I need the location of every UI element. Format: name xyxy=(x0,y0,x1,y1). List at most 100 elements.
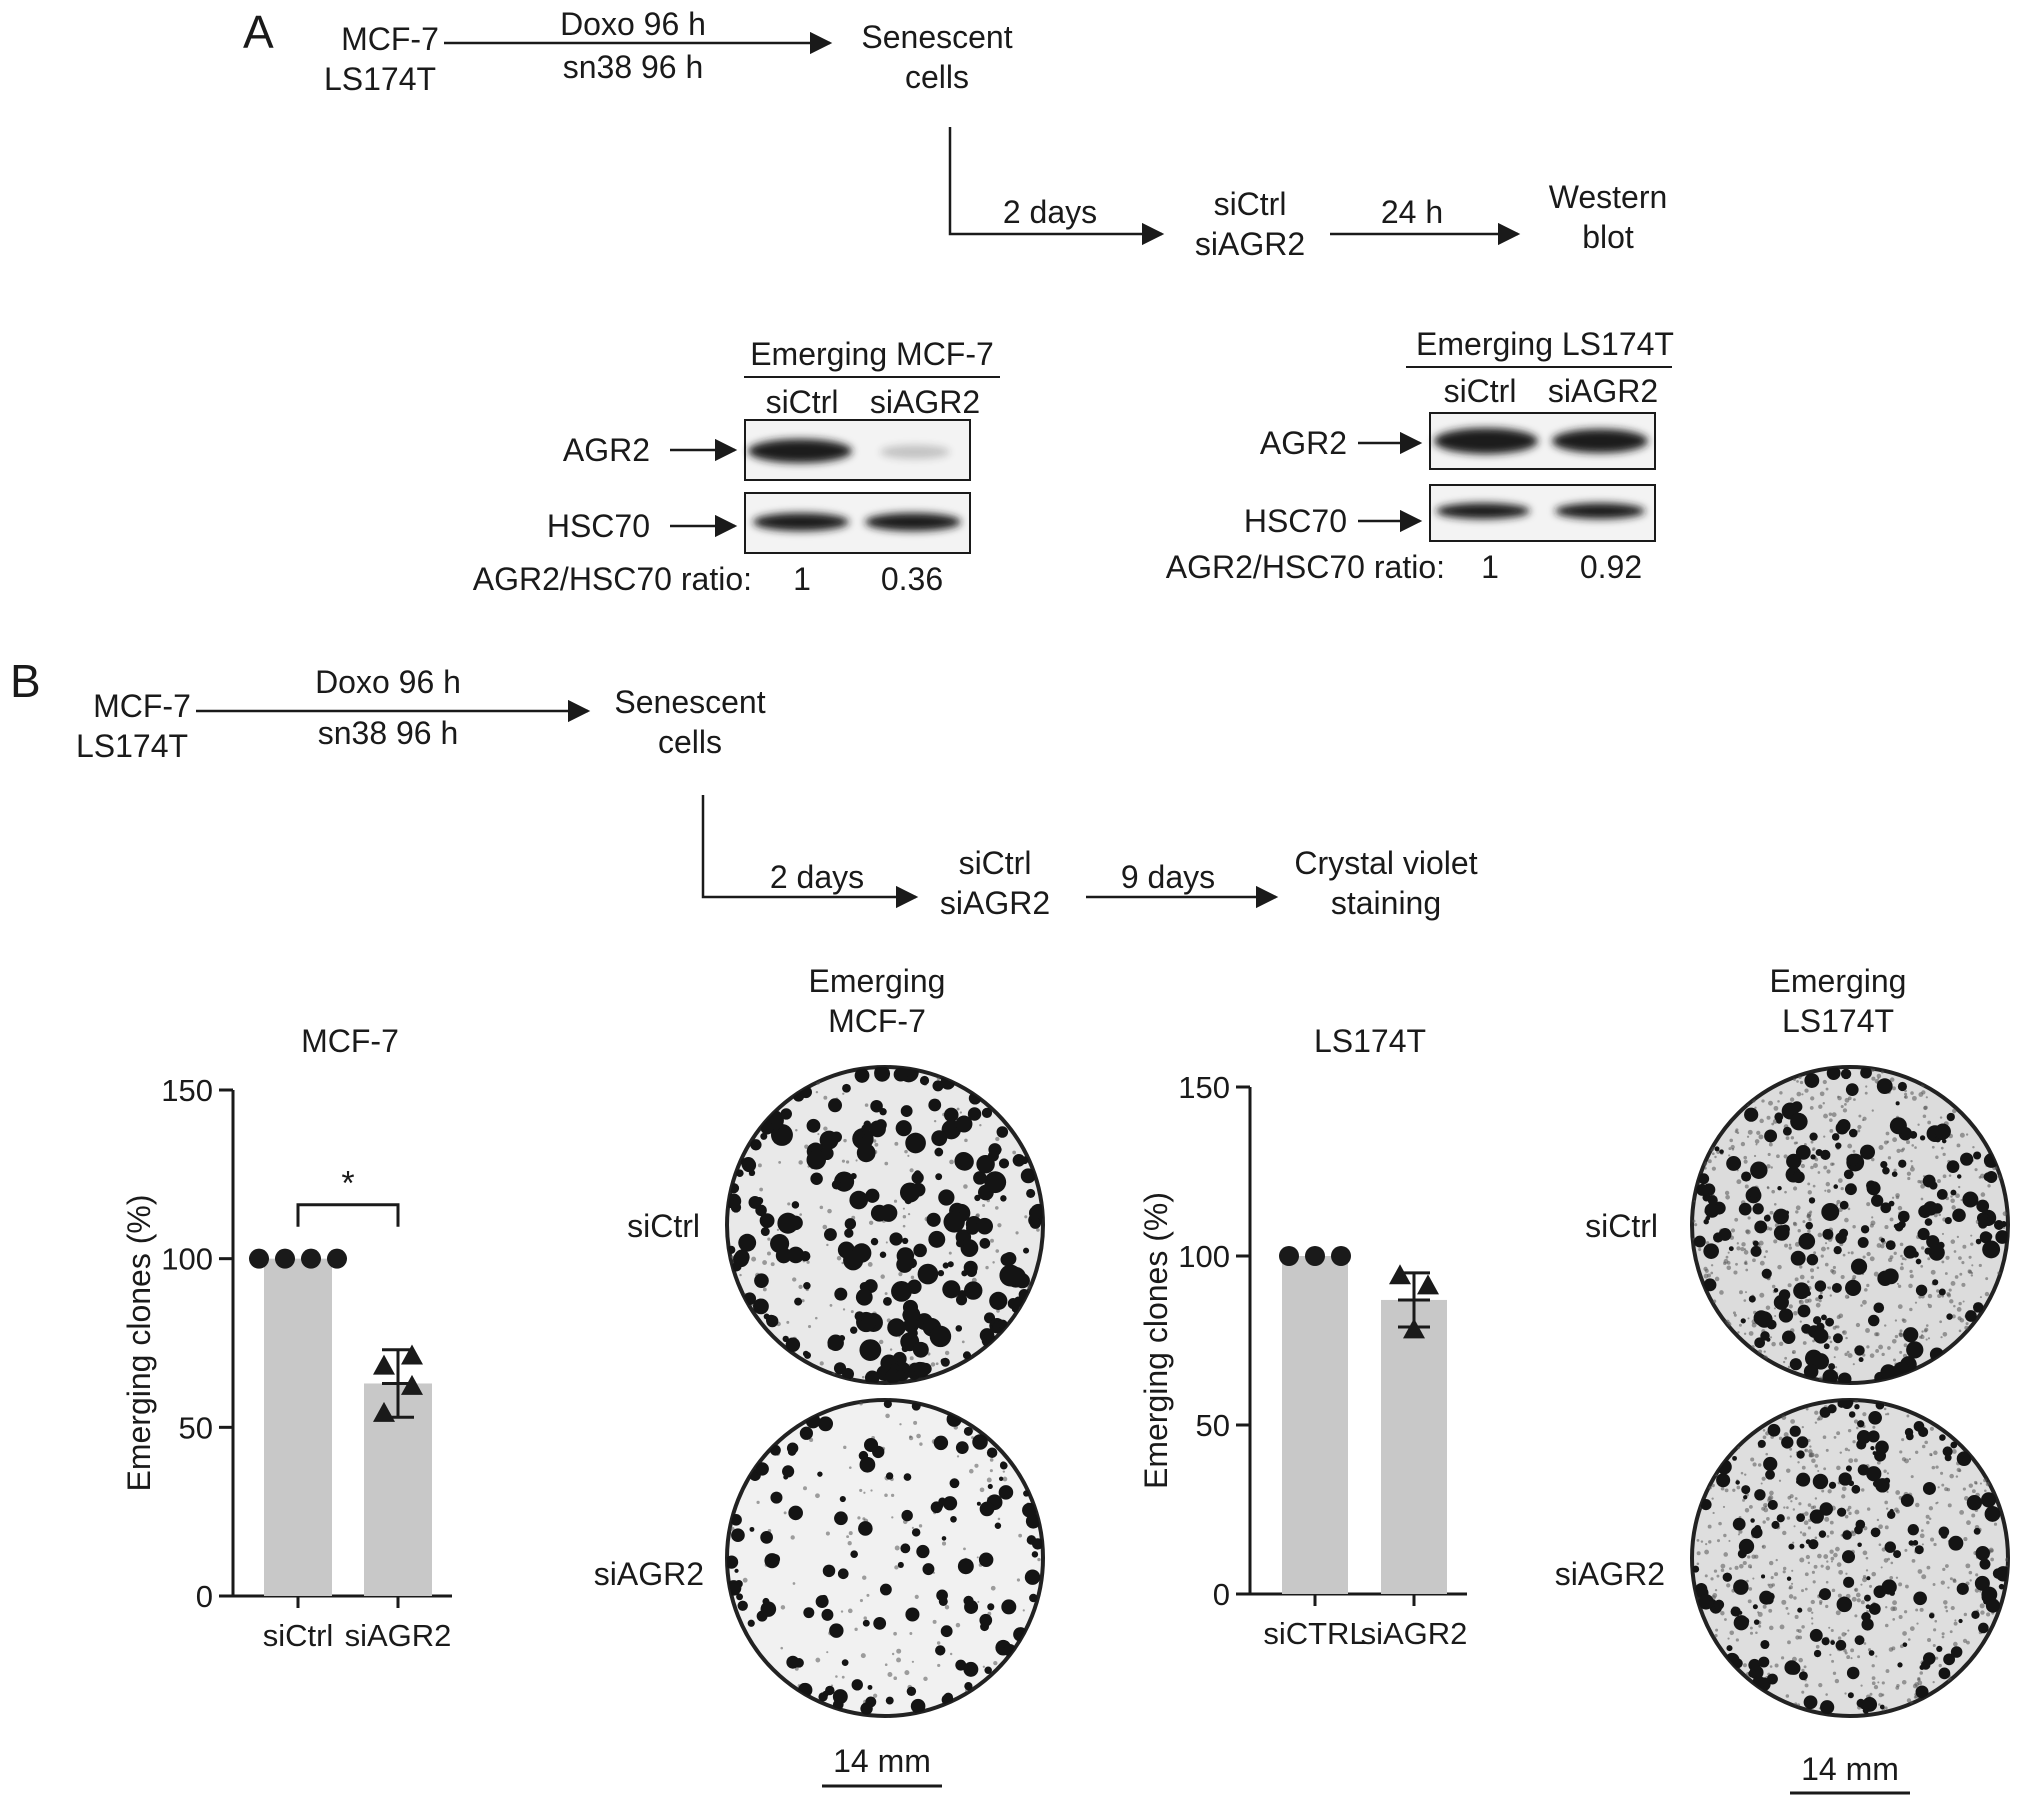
colony-grain xyxy=(1844,1102,1847,1106)
colony-edge xyxy=(1029,1217,1041,1229)
colony-grain xyxy=(1924,1440,1928,1445)
colony xyxy=(879,1583,892,1596)
colony xyxy=(1850,1258,1868,1275)
colony-grain xyxy=(762,1260,767,1265)
colony xyxy=(806,1118,821,1133)
colony-edge xyxy=(1022,1502,1037,1518)
colony-grain xyxy=(1883,1140,1889,1145)
colony-grain xyxy=(1984,1291,1990,1297)
plate-title-line-2: MCF-7 xyxy=(828,1003,926,1039)
colony-grain xyxy=(1811,1458,1816,1464)
colony-grain xyxy=(1958,1301,1962,1306)
colony-grain xyxy=(1730,1144,1735,1150)
colony xyxy=(1868,1410,1882,1425)
colony-grain xyxy=(1771,1189,1775,1194)
colony-grain xyxy=(1847,1096,1852,1101)
colony-grain xyxy=(1959,1272,1963,1276)
colony-grain xyxy=(1925,1338,1928,1341)
colony-grain xyxy=(1846,1350,1850,1354)
colony xyxy=(967,1107,982,1121)
colony-grain xyxy=(1979,1296,1982,1299)
colony-grain xyxy=(801,1299,805,1303)
colony xyxy=(1952,1208,1966,1223)
colony-grain xyxy=(1838,1178,1843,1183)
colony-grain xyxy=(1802,1532,1807,1537)
colony-grain xyxy=(1892,1600,1897,1606)
colony-grain xyxy=(1768,1625,1774,1631)
colony-grain xyxy=(1735,1262,1738,1266)
colony xyxy=(1754,1337,1766,1349)
colony-grain xyxy=(1704,1549,1710,1555)
colony xyxy=(1741,1171,1752,1182)
row-label-hsc70: HSC70 xyxy=(1244,503,1347,539)
colony xyxy=(834,1287,848,1301)
colony xyxy=(1944,1216,1952,1225)
colony xyxy=(1856,1430,1871,1445)
colony-grain xyxy=(1822,1102,1825,1105)
colony-grain xyxy=(1925,1514,1930,1519)
colony-grain xyxy=(1743,1332,1747,1335)
colony-grain xyxy=(1813,1163,1818,1168)
colony xyxy=(863,1437,879,1453)
colony xyxy=(855,1288,873,1306)
colony-grain xyxy=(1952,1449,1957,1454)
colony xyxy=(1858,1357,1864,1363)
ratio-siagr2: 0.36 xyxy=(881,561,943,597)
colony-grain xyxy=(1936,1501,1939,1504)
colony-grain xyxy=(1770,1576,1774,1580)
y-tick-label: 100 xyxy=(161,1242,213,1277)
colony xyxy=(822,1564,836,1578)
colony-grain xyxy=(1758,1624,1762,1628)
colony-grain xyxy=(1748,1331,1754,1336)
colony xyxy=(1838,1472,1852,1486)
colony xyxy=(1692,1565,1700,1573)
colony-grain xyxy=(1798,1075,1802,1079)
colony-grain xyxy=(1862,1255,1866,1259)
colony-grain xyxy=(1885,1507,1889,1510)
colony-grain xyxy=(916,1433,921,1439)
colony-grain xyxy=(1954,1275,1959,1279)
colony xyxy=(1023,1247,1030,1254)
colony-grain xyxy=(806,1260,810,1264)
colony xyxy=(1735,1480,1740,1485)
colony xyxy=(1922,1174,1936,1188)
colony-grain xyxy=(1710,1264,1714,1267)
colony xyxy=(1798,1232,1816,1250)
colony-grain xyxy=(1817,1171,1821,1174)
colony-grain xyxy=(1829,1530,1834,1535)
colony-grain xyxy=(1890,1606,1896,1612)
colony-grain xyxy=(1742,1663,1747,1668)
cell-line-2: LS174T xyxy=(324,61,436,97)
colony xyxy=(782,1465,795,1478)
colony xyxy=(1000,1195,1007,1202)
colony xyxy=(1821,1314,1827,1321)
colony-grain xyxy=(819,1361,824,1366)
colony-grain xyxy=(1865,1328,1870,1333)
colony xyxy=(1973,1527,1981,1535)
colony-grain xyxy=(1828,1286,1832,1290)
colony-grain xyxy=(846,1160,850,1164)
colony-grain xyxy=(1979,1603,1985,1609)
colony-grain xyxy=(889,1348,893,1351)
colony-grain xyxy=(1743,1250,1749,1255)
colony-grain xyxy=(1766,1186,1770,1190)
colony-grain xyxy=(1850,1531,1856,1537)
colony-grain xyxy=(896,1648,902,1654)
colony-grain xyxy=(1834,1678,1840,1684)
colony-grain xyxy=(1736,1179,1742,1185)
colony-grain xyxy=(1797,1629,1802,1633)
colony xyxy=(1936,1645,1943,1652)
colony xyxy=(859,1281,870,1292)
colony xyxy=(938,1189,955,1206)
colony-edge xyxy=(1031,1538,1043,1550)
colony-grain xyxy=(907,1212,911,1216)
colony-grain xyxy=(1948,1288,1952,1292)
colony xyxy=(1760,1331,1770,1341)
colony-edge xyxy=(910,1698,926,1714)
colony-grain xyxy=(1964,1325,1969,1330)
colony xyxy=(1805,1539,1811,1545)
colony-edge xyxy=(1700,1498,1712,1511)
colony xyxy=(998,1476,1004,1481)
colony-grain xyxy=(1836,1199,1841,1205)
colony-grain xyxy=(1786,1516,1791,1520)
